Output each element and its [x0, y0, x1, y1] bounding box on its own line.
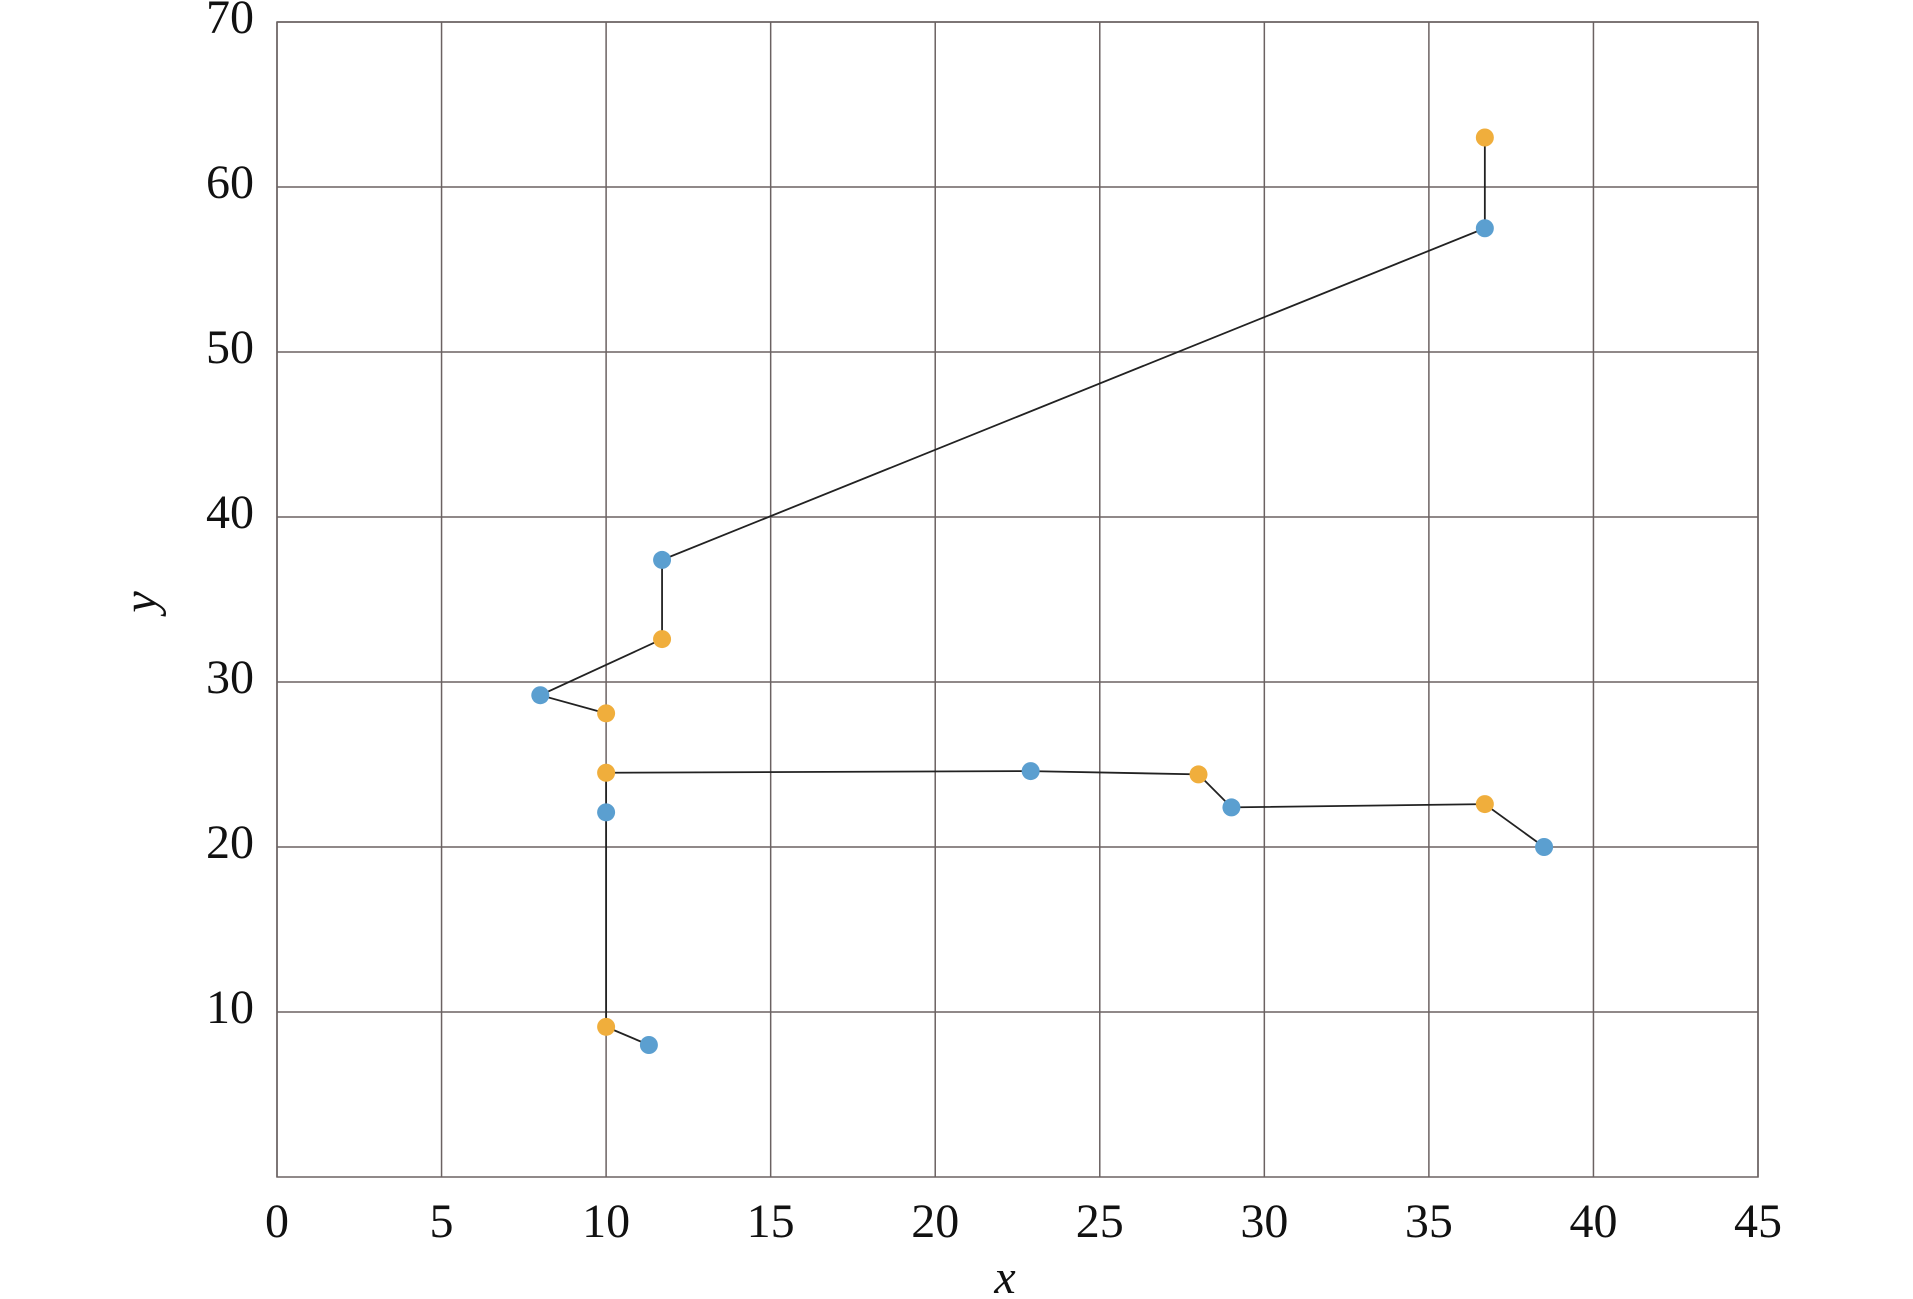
- point: [1535, 838, 1554, 856]
- x-axis-label: x: [993, 1251, 1015, 1299]
- point: [1475, 128, 1494, 147]
- point: [1475, 795, 1494, 814]
- y-tick-label: 60: [206, 156, 254, 209]
- plot-frame: [276, 21, 1759, 1178]
- y-axis-label: y: [114, 591, 167, 618]
- point: [531, 686, 550, 705]
- y-tick-label: 50: [206, 321, 254, 374]
- y-tick-label: 20: [206, 816, 254, 869]
- x-tick-label: 0: [265, 1195, 289, 1248]
- y-tick-label: 40: [206, 486, 254, 539]
- x-tick-label: 20: [911, 1195, 959, 1248]
- x-tick-label: 25: [1076, 1195, 1124, 1248]
- x-tick-label: 30: [1240, 1195, 1288, 1248]
- x-tick-label: 40: [1569, 1195, 1617, 1248]
- x-tick-label: 35: [1405, 1195, 1453, 1248]
- point: [653, 550, 672, 569]
- point: [1475, 219, 1494, 238]
- line: [537, 137, 1545, 1046]
- point: [597, 1017, 616, 1036]
- point: [597, 704, 616, 723]
- point: [1189, 765, 1208, 784]
- point: [597, 763, 616, 782]
- point: [1222, 798, 1241, 817]
- x-tick-label: 15: [747, 1195, 795, 1248]
- point: [597, 803, 616, 822]
- point: [1021, 762, 1040, 781]
- x-tick-label: 45: [1734, 1195, 1782, 1248]
- x-tick-label: 5: [430, 1195, 454, 1248]
- y-tick-label: 10: [206, 981, 254, 1034]
- point: [639, 1036, 658, 1054]
- point: [653, 630, 672, 649]
- y-tick-label: 30: [206, 651, 254, 704]
- x-tick-label: 10: [582, 1195, 630, 1248]
- y-tick-label: 70: [206, 0, 254, 44]
